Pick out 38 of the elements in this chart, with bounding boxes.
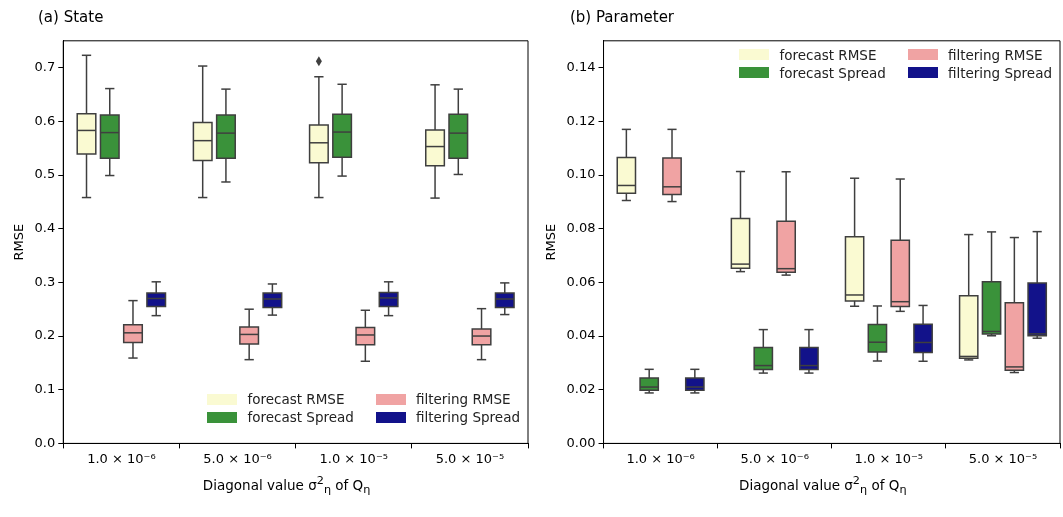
- y-tick-label: 0.10: [566, 166, 596, 182]
- y-tick-label: 0.3: [34, 273, 56, 289]
- legend-label: forecast Spread: [779, 64, 886, 81]
- x-tick-label: 5.0 × 10⁻⁵: [435, 450, 505, 466]
- legend-label: forecast RMSE: [247, 391, 345, 408]
- y-tick-label: 0.02: [566, 381, 596, 397]
- x-axis-title: Diagonal value σ$^{2}$$_{η}$ of Q$_{η}$: [738, 473, 908, 499]
- legend-label: filtering RMSE: [415, 391, 511, 408]
- x-tick-label: 1.0 × 10⁻⁵: [319, 450, 388, 466]
- x-tick-label: 5.0 × 10⁻⁶: [203, 450, 272, 466]
- legend-label: forecast Spread: [247, 409, 354, 426]
- x-tick-label: 1.0 × 10⁻⁵: [854, 450, 924, 466]
- y-tick-label: 0.2: [34, 327, 56, 343]
- legend-label: forecast RMSE: [779, 46, 877, 63]
- x-tick-label: 5.0 × 10⁻⁵: [968, 450, 1038, 466]
- y-tick-label: 0.4: [34, 220, 56, 236]
- x-axis-title: Diagonal value σ$^{2}$$_{η}$ of Q$_{η}$: [201, 473, 372, 499]
- y-tick-label: 0.5: [34, 166, 56, 182]
- y-tick-label: 0.04: [566, 327, 596, 343]
- x-tick-label: 5.0 × 10⁻⁶: [740, 450, 809, 466]
- y-tick-label: 0.12: [566, 112, 596, 128]
- y-tick-label: 0.14: [566, 59, 596, 75]
- y-tick-label: 0.0: [34, 434, 56, 450]
- y-tick-label: 0.7: [34, 59, 56, 75]
- legend-label: filtering RMSE: [947, 46, 1043, 63]
- y-tick-label: 0.1: [34, 381, 56, 397]
- y-axis-title: RMSE: [11, 223, 27, 261]
- y-axis-title: RMSE: [543, 223, 559, 261]
- x-tick-label: 1.0 × 10⁻⁶: [87, 450, 156, 466]
- chart-title: (a) State: [37, 8, 105, 28]
- y-tick-label: 0.06: [566, 273, 596, 289]
- x-tick-label: 1.0 × 10⁻⁶: [626, 450, 695, 466]
- legend-label: filtering Spread: [415, 409, 520, 426]
- y-tick-label: 0.08: [566, 220, 596, 236]
- chart-title: (b) Parameter: [569, 8, 676, 28]
- y-tick-label: 0.00: [566, 434, 596, 450]
- y-tick-label: 0.6: [34, 112, 56, 128]
- legend-label: filtering Spread: [947, 64, 1052, 81]
